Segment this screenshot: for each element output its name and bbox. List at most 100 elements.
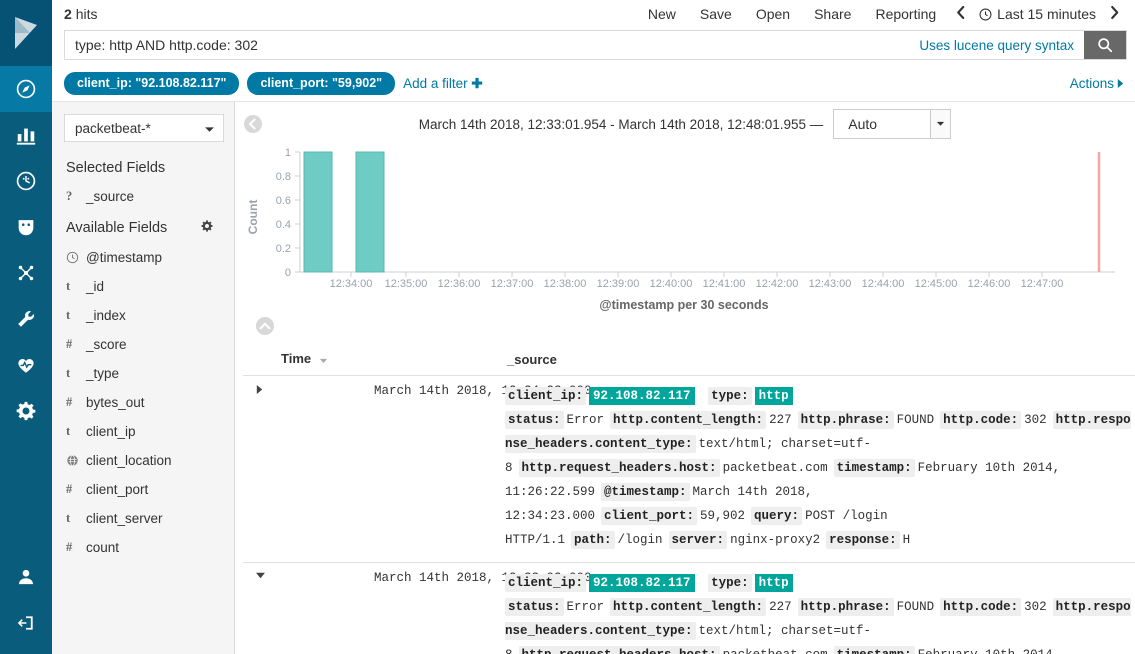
caret-down-icon — [204, 121, 215, 136]
source-field-value: packetbeat.com — [722, 461, 828, 476]
nav-open[interactable]: Open — [755, 6, 791, 22]
field-name: _score — [86, 337, 127, 352]
field-name: bytes_out — [86, 395, 145, 410]
sidebar-item-graph[interactable] — [0, 250, 52, 296]
field-type-string-icon: t — [66, 366, 71, 380]
discover-content: March 14th 2018, 12:33:01.954 - March 14… — [235, 102, 1135, 654]
add-filter-label: Add a filter — [403, 75, 472, 91]
field-name: @timestamp — [86, 250, 162, 265]
sidebar-item-monitoring[interactable] — [0, 342, 52, 388]
source-field-key: http.phrase: — [797, 411, 894, 430]
field-name: _index — [86, 308, 126, 323]
bar-0 — [303, 151, 333, 273]
source-field-value: H — [902, 533, 911, 548]
field-row-client-server[interactable]: t client_server — [52, 504, 234, 533]
field-sidebar: packetbeat-* Selected Fields ? _source A… — [52, 102, 235, 654]
source-field-key: client_ip: — [505, 387, 587, 406]
caret-right-icon — [1117, 79, 1124, 88]
field-row-timestamp[interactable]: @timestamp — [52, 243, 234, 272]
time-picker-button[interactable]: Last 15 minutes — [973, 4, 1102, 24]
field-type-unknown-icon: ? — [66, 189, 73, 203]
index-pattern-selector[interactable]: packetbeat-* — [64, 114, 224, 142]
actions-menu-button[interactable]: Actions — [1070, 76, 1125, 91]
svg-text:12:37:00: 12:37:00 — [491, 278, 534, 290]
field-name: client_ip — [86, 424, 136, 439]
filter-bar: client_ip: "92.108.82.117" client_port: … — [52, 66, 1135, 102]
svg-text:12:38:00: 12:38:00 — [544, 278, 587, 290]
source-field-value: FOUND — [896, 413, 935, 428]
source-field-key: timestamp: — [833, 646, 915, 654]
compass-icon — [16, 79, 36, 99]
search-input[interactable] — [65, 31, 910, 59]
table-head: Time _source — [243, 345, 1135, 377]
field-type-number-icon: # — [66, 482, 73, 496]
gear-icon[interactable] — [200, 219, 214, 237]
table-row[interactable]: March 14th 2018, 12:34:23.000 client_ip:… — [243, 375, 1135, 564]
field-row-type[interactable]: t _type — [52, 359, 234, 388]
time-next-button[interactable] — [1102, 3, 1127, 26]
timelion-icon — [18, 220, 34, 236]
search-button[interactable] — [1084, 31, 1126, 59]
table-row[interactable]: March 14th 2018, 12:33:02.000 client_ip:… — [243, 562, 1135, 654]
histogram-chart[interactable]: Count 1 0.8 0.6 0.4 0.2 0 — [235, 142, 1135, 314]
field-row-bytes-out[interactable]: # bytes_out — [52, 388, 234, 417]
field-row-client-ip[interactable]: t client_ip — [52, 417, 234, 446]
collapse-chart-button[interactable] — [243, 314, 1135, 345]
field-row-count[interactable]: # count — [52, 533, 234, 562]
source-field-key: http.content_length: — [610, 598, 767, 617]
source-field-value: text/html; charset=utf-8 — [505, 437, 872, 476]
nav-save[interactable]: Save — [699, 6, 732, 22]
lucene-syntax-link[interactable]: Uses lucene query syntax — [919, 37, 1074, 53]
logout-arrow-icon — [17, 616, 33, 630]
field-type-number-icon: # — [66, 337, 73, 351]
time-range-text: March 14th 2018, 12:33:01.954 - March 14… — [418, 116, 824, 132]
logout-button[interactable] — [0, 600, 52, 646]
field-name: client_server — [86, 511, 163, 526]
column-header-source[interactable]: _source — [505, 345, 1135, 377]
nav-new[interactable]: New — [647, 6, 676, 22]
column-header-time[interactable]: Time — [243, 345, 505, 377]
source-field-key: client_ip: — [505, 574, 587, 593]
source-field-value: 59,902 — [700, 509, 746, 524]
cell-source: client_ip: 92.108.82.117 type: http status… — [505, 375, 1135, 564]
sidebar-item-dev-tools[interactable] — [0, 296, 52, 342]
source-field-value: /login — [617, 533, 663, 548]
filter-pill-client-port[interactable]: client_port: "59,902" — [247, 72, 396, 95]
field-row-index[interactable]: t _index — [52, 301, 234, 330]
available-fields-label: Available Fields — [66, 220, 168, 236]
kibana-logo[interactable] — [0, 0, 52, 66]
field-row-client-location[interactable]: client_location — [52, 446, 234, 475]
filter-pill-client-ip[interactable]: client_ip: "92.108.82.117" — [64, 72, 240, 95]
field-row-source[interactable]: ? _source — [52, 182, 234, 211]
nav-share[interactable]: Share — [814, 6, 852, 22]
caret-down-icon — [256, 572, 265, 579]
source-field-key: http.code: — [940, 598, 1022, 617]
time-prev-button[interactable] — [948, 3, 973, 26]
bar-chart-icon — [16, 128, 36, 145]
query-input-wrapper: Uses lucene query syntax — [64, 30, 1127, 60]
time-range-display: March 14th 2018, 12:33:01.954 - March 14… — [235, 109, 1135, 139]
add-filter-button[interactable]: Add a filter ✚ — [403, 76, 483, 92]
svg-text:0.8: 0.8 — [276, 171, 291, 183]
field-row-id[interactable]: t _id — [52, 272, 234, 301]
svg-text:12:42:00: 12:42:00 — [756, 278, 799, 290]
field-row-client-port[interactable]: # client_port — [52, 475, 234, 504]
source-field-key: @timestamp: — [601, 483, 690, 502]
collapse-sidebar-button[interactable] — [243, 114, 263, 134]
sidebar-item-management[interactable] — [0, 388, 52, 434]
user-menu-button[interactable] — [0, 554, 52, 600]
expand-row-button[interactable] — [243, 375, 374, 564]
sidebar-item-timelion[interactable] — [0, 204, 52, 250]
interval-label: Auto — [848, 116, 878, 132]
nav-reporting[interactable]: Reporting — [875, 6, 937, 22]
sidebar-item-discover[interactable] — [0, 66, 52, 112]
source-field-key: server: — [668, 531, 728, 550]
collapse-row-button[interactable] — [243, 562, 374, 654]
interval-selector[interactable]: Auto — [833, 109, 952, 139]
field-row-score[interactable]: # _score — [52, 330, 234, 359]
sidebar-item-visualize[interactable] — [0, 112, 52, 158]
field-type-number-icon: # — [66, 395, 73, 409]
svg-text:0.6: 0.6 — [276, 195, 291, 207]
sidebar-item-dashboard[interactable] — [0, 158, 52, 204]
